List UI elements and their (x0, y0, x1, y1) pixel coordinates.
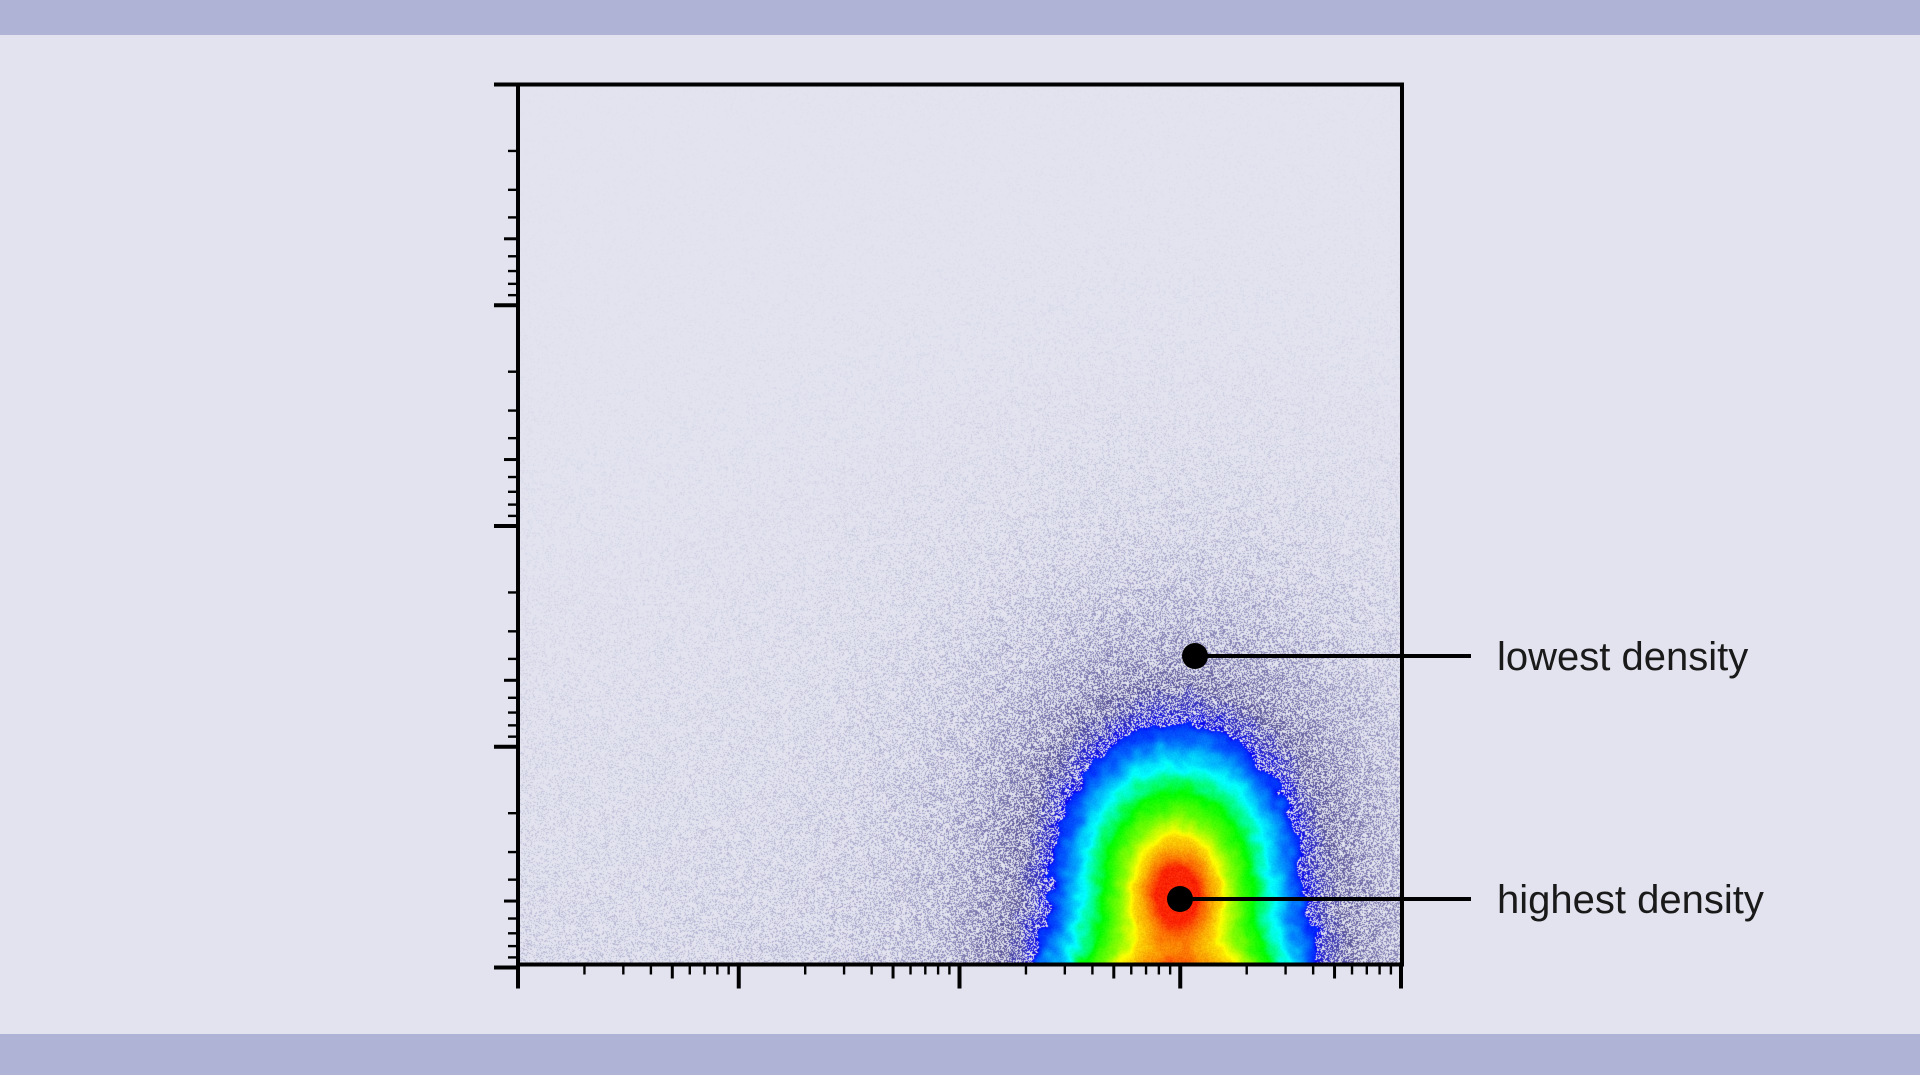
svg-text:lowest density: lowest density (1497, 635, 1748, 679)
svg-text:highest density: highest density (1497, 878, 1764, 922)
